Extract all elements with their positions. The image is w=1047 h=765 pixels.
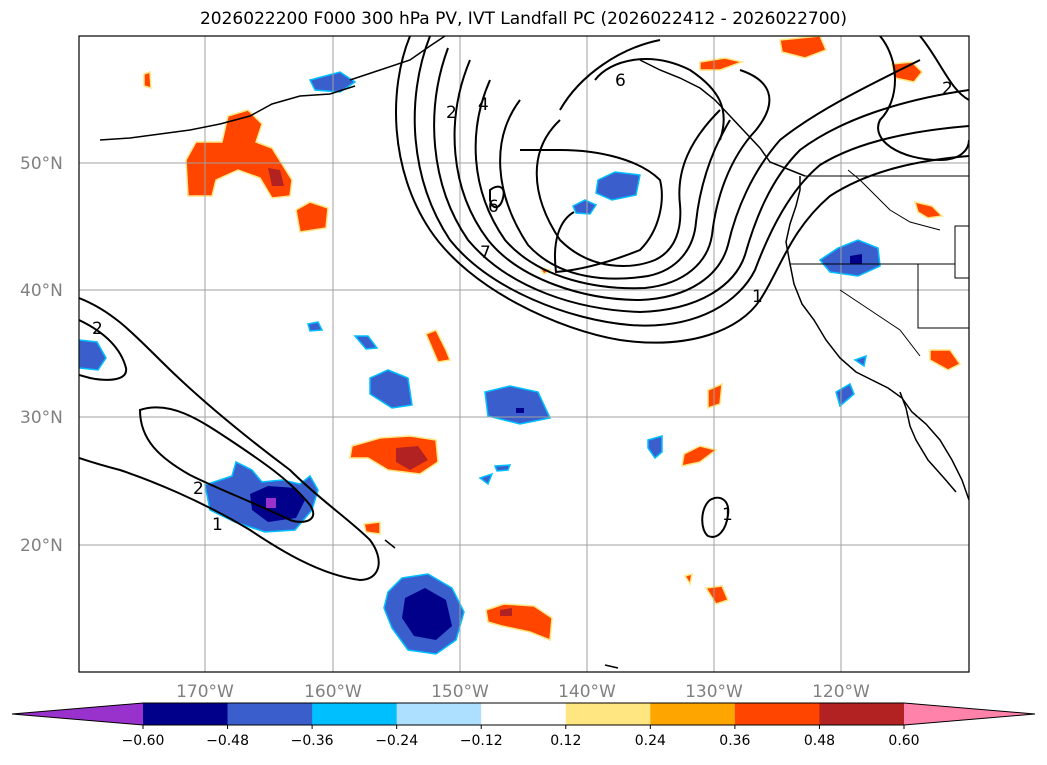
contour-label: 7 — [480, 243, 491, 263]
ivt-contour-5 — [474, 69, 771, 290]
lat-label-40n: 40°N — [20, 281, 63, 301]
ivt-contour-2 — [413, 36, 969, 327]
colorbar-tick-label: 0.12 — [550, 733, 581, 749]
lon-label-160w: 160°W — [304, 682, 362, 702]
ivt-contour-4 — [453, 59, 921, 302]
pv-negative-anomaly-gulf — [572, 171, 641, 215]
ivt-contour-south-1 — [79, 297, 380, 582]
state-borders — [790, 169, 969, 357]
contour-label: 6 — [615, 71, 626, 91]
ivt-contour-isolated — [701, 496, 730, 538]
ivt-contour-1 — [395, 36, 969, 344]
colorbar-cells — [143, 703, 905, 725]
contour-label: 6 — [488, 197, 499, 217]
map-area: 1 1 1 2 2 2 2 4 6 6 7 — [79, 36, 969, 672]
coastlines — [99, 36, 969, 669]
lat-label-50n: 50°N — [20, 154, 63, 174]
contour-label: 2 — [193, 479, 204, 499]
ivt-contour-6 — [499, 99, 731, 280]
ivt-contour-ne2 — [919, 36, 969, 101]
contour-label: 4 — [478, 95, 489, 115]
colorbar-tick-label: −0.36 — [291, 733, 334, 749]
colorbar-cell — [312, 703, 398, 725]
colorbar-tick-label: −0.12 — [460, 733, 503, 749]
colorbar-cell — [734, 703, 820, 725]
colorbar-tick-label: −0.60 — [122, 733, 165, 749]
latitude-labels: 50°N 40°N 30°N 20°N — [20, 154, 63, 556]
pv-negative-anomaly-hawaii-north — [204, 460, 319, 533]
contour-label: 2 — [92, 319, 103, 339]
contour-label: 2 — [446, 103, 457, 123]
contour-label: 2 — [942, 79, 953, 99]
colorbar-extend-min — [12, 703, 143, 725]
graticule — [79, 36, 969, 672]
lat-label-30n: 30°N — [20, 408, 63, 428]
lon-label-120w: 120°W — [812, 682, 870, 702]
colorbar-cell — [143, 703, 229, 725]
colorbar-extend-max — [904, 703, 1035, 725]
contour-label: 1 — [212, 515, 223, 535]
ivt-contour-west — [79, 319, 128, 381]
ivt-contour-9 — [559, 39, 661, 111]
lon-label-150w: 150°W — [431, 682, 489, 702]
colorbar-ticks: −0.60 −0.48 −0.36 −0.24 −0.12 0.12 0.24 0.36 0.4… — [122, 725, 920, 749]
pv-positive-anomaly-small-blobs — [143, 36, 962, 642]
colorbar-cell — [565, 703, 651, 725]
map-title: 2026022200 F000 300 hPa PV, IVT Landfall… — [199, 9, 847, 29]
colorbar-cell — [819, 703, 905, 725]
pv-negative-anomaly-west-edge — [79, 339, 107, 371]
colorbar: −0.60 −0.48 −0.36 −0.24 −0.12 0.12 0.24 0.36 0.4… — [11, 702, 1036, 749]
lat-label-20n: 20°N — [20, 536, 63, 556]
ivt-contour-max — [489, 185, 505, 209]
contour-label: 1 — [722, 505, 733, 525]
colorbar-cell — [481, 703, 567, 725]
lon-label-170w: 170°W — [176, 682, 234, 702]
colorbar-tick-label: −0.48 — [206, 733, 249, 749]
colorbar-tick-label: 0.24 — [635, 733, 666, 749]
longitude-labels: 170°W 160°W 150°W 140°W 130°W 120°W — [176, 682, 870, 702]
pv-negative-anomaly-small-blobs — [307, 321, 867, 486]
ivt-contour-ne — [877, 36, 969, 162]
ivt-contour-7 — [535, 109, 721, 267]
ivt-contour-8 — [594, 58, 725, 141]
lon-label-130w: 130°W — [685, 682, 743, 702]
colorbar-cell — [227, 703, 313, 725]
colorbar-tick-label: −0.24 — [375, 733, 418, 749]
colorbar-tick-label: 0.36 — [719, 733, 750, 749]
map-frame — [78, 35, 970, 673]
ivt-contour-3 — [433, 47, 969, 314]
contour-label: 1 — [752, 287, 763, 307]
colorbar-cell — [650, 703, 736, 725]
pv-positive-anomaly-aleutian — [185, 109, 329, 233]
lon-label-140w: 140°W — [558, 682, 616, 702]
colorbar-cell — [396, 703, 482, 725]
ivt-contour-south-2 — [138, 406, 315, 523]
colorbar-tick-label: 0.60 — [888, 733, 919, 749]
ivt-contours — [79, 36, 969, 582]
contour-labels: 1 1 1 2 2 2 2 4 6 6 7 — [92, 71, 953, 535]
pv-negative-anomaly-south — [383, 573, 465, 655]
ivt-contour-inner — [520, 149, 663, 274]
pv-shading — [79, 36, 962, 655]
colorbar-tick-label: 0.48 — [804, 733, 835, 749]
